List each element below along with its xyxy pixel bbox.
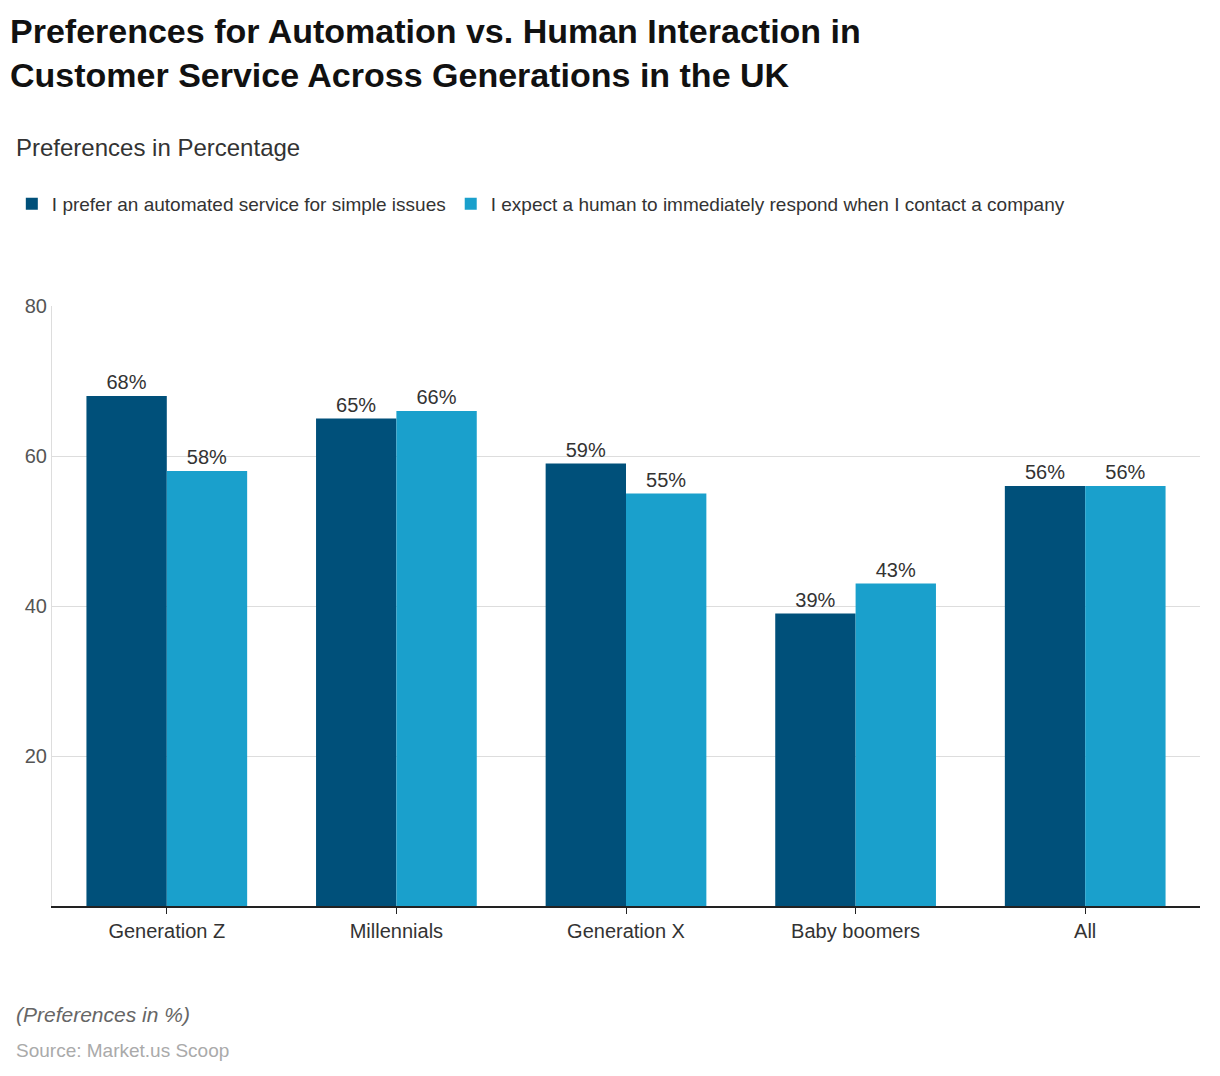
svg-text:Baby boomers: Baby boomers <box>791 920 920 942</box>
svg-text:56%: 56% <box>1105 461 1145 483</box>
svg-text:20: 20 <box>25 745 47 767</box>
svg-text:68%: 68% <box>106 371 146 393</box>
svg-text:56%: 56% <box>1025 461 1065 483</box>
svg-text:80: 80 <box>25 295 47 317</box>
svg-text:Source: Market.us Scoop: Source: Market.us Scoop <box>16 1040 229 1061</box>
svg-text:60: 60 <box>25 445 47 467</box>
svg-text:Millennials: Millennials <box>350 920 443 942</box>
svg-text:Preferences for Automation vs.: Preferences for Automation vs. Human Int… <box>10 12 861 94</box>
svg-text:Generation Z: Generation Z <box>108 920 225 942</box>
svg-text:39%: 39% <box>795 589 835 611</box>
svg-text:Generation X: Generation X <box>567 920 685 942</box>
svg-text:I prefer an automated service: I prefer an automated service for simple… <box>52 194 446 215</box>
svg-text:Preferences in Percentage: Preferences in Percentage <box>16 134 300 161</box>
svg-text:66%: 66% <box>416 386 456 408</box>
svg-text:(Preferences in %): (Preferences in %) <box>16 1003 190 1026</box>
svg-text:65%: 65% <box>336 394 376 416</box>
svg-text:58%: 58% <box>187 446 227 468</box>
svg-text:55%: 55% <box>646 469 686 491</box>
svg-text:43%: 43% <box>876 559 916 581</box>
svg-text:59%: 59% <box>566 439 606 461</box>
svg-text:I expect a human to immediatel: I expect a human to immediately respond … <box>491 194 1065 215</box>
svg-text:All: All <box>1074 920 1096 942</box>
svg-text:40: 40 <box>25 595 47 617</box>
